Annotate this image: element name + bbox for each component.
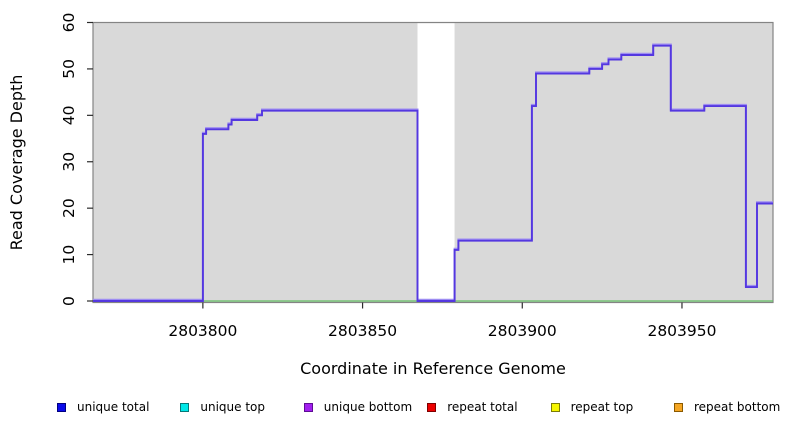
y-tick-label: 60 <box>60 13 78 33</box>
y-tick-label: 20 <box>60 198 78 218</box>
legend-item-unique-top: unique top <box>180 397 265 417</box>
legend-swatch <box>427 402 437 412</box>
legend-item-label: unique top <box>200 400 266 414</box>
legend-swatch <box>550 402 560 412</box>
x-tick-label: 2803900 <box>488 322 557 340</box>
legend-item-repeat-total: repeat total <box>427 397 518 417</box>
chart-legend: unique total unique top unique bottom repea… <box>0 397 792 419</box>
coverage-step-line <box>93 44 773 302</box>
y-tick-label: 40 <box>60 105 78 125</box>
y-tick-label: 30 <box>60 152 78 172</box>
legend-item-unique-total: unique total <box>57 397 149 417</box>
x-tick-label: 2803800 <box>168 322 237 340</box>
legend-item-repeat-bottom: repeat bottom <box>674 397 780 417</box>
x-axis-title: Coordinate in Reference Genome <box>300 359 566 378</box>
legend-swatch <box>674 402 683 412</box>
y-tick-label: 50 <box>60 59 78 79</box>
legend-swatch <box>303 402 313 412</box>
y-tick-label: 10 <box>60 245 78 265</box>
legend-item-label: unique total <box>77 400 150 414</box>
legend-item-label: repeat total <box>447 400 518 414</box>
plot-generated-layer: 2803800 2803850 2803900 2803950 0 10 20 30 40 50 6… <box>60 13 774 340</box>
legend-item-label: repeat top <box>570 400 634 414</box>
masked-region <box>417 23 455 302</box>
legend-item-label: repeat bottom <box>694 400 781 414</box>
x-tick-label: 2803950 <box>647 322 716 340</box>
legend-item-label: unique bottom <box>323 400 413 414</box>
legend-item-unique-bottom: unique bottom <box>303 397 413 417</box>
legend-swatch <box>180 402 190 412</box>
legend-swatch <box>57 402 66 412</box>
x-tick-label: 2803850 <box>328 322 397 340</box>
y-axis-title: Read Coverage Depth <box>7 75 26 251</box>
y-tick-label: 0 <box>60 296 78 306</box>
legend-item-repeat-top: repeat top <box>550 397 634 417</box>
